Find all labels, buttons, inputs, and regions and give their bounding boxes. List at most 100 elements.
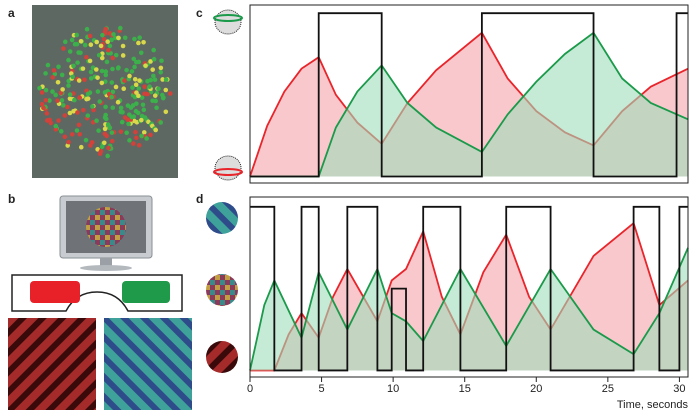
- dot: [124, 130, 129, 135]
- dot: [142, 108, 147, 113]
- dot: [86, 113, 91, 118]
- dot: [89, 42, 94, 47]
- dot: [56, 64, 61, 69]
- dot: [74, 33, 79, 38]
- dot: [108, 44, 113, 49]
- dot: [103, 69, 108, 74]
- dot: [163, 88, 168, 93]
- dot: [77, 78, 82, 83]
- dot: [52, 68, 57, 73]
- dot: [72, 98, 77, 103]
- dot: [60, 87, 65, 92]
- dot: [159, 58, 164, 63]
- dot: [136, 41, 141, 46]
- dot: [97, 99, 102, 104]
- dot: [79, 145, 84, 150]
- dot: [156, 86, 161, 91]
- dot: [133, 130, 138, 135]
- dot: [68, 111, 73, 116]
- dot: [45, 111, 50, 116]
- x-tick-label: 10: [387, 383, 399, 395]
- dot: [121, 44, 126, 49]
- dot: [116, 65, 121, 70]
- dot: [141, 103, 146, 108]
- dot: [50, 89, 55, 94]
- dot: [66, 58, 71, 63]
- dot: [110, 67, 115, 72]
- dot: [68, 96, 73, 101]
- dot: [75, 128, 80, 133]
- dot: [110, 56, 115, 61]
- dot: [59, 129, 64, 134]
- dot: [158, 120, 163, 125]
- dot: [96, 89, 101, 94]
- dot: [60, 73, 65, 78]
- dot: [65, 105, 70, 110]
- dot: [158, 70, 163, 75]
- dot: [84, 138, 89, 143]
- dot: [121, 53, 126, 58]
- dot: [96, 128, 101, 133]
- dot: [148, 133, 153, 138]
- dot: [105, 60, 110, 65]
- dot: [89, 76, 94, 81]
- dot: [118, 110, 123, 115]
- dot: [97, 53, 102, 58]
- monitor: [60, 196, 152, 271]
- x-axis-label: Time, seconds: [617, 399, 689, 411]
- dot: [77, 95, 82, 100]
- x-tick-label: 5: [319, 383, 325, 395]
- dot: [95, 75, 100, 80]
- red-grating: [8, 318, 96, 410]
- dot: [111, 32, 116, 37]
- dot: [142, 84, 147, 89]
- dot: [150, 67, 155, 72]
- dot: [137, 35, 142, 40]
- dot: [50, 75, 55, 80]
- dot: [110, 80, 115, 85]
- dot: [53, 93, 58, 98]
- dot: [44, 98, 49, 103]
- dot: [86, 96, 91, 101]
- dot: [133, 77, 138, 82]
- dot: [98, 151, 103, 156]
- dot: [145, 79, 150, 84]
- dot: [123, 115, 128, 120]
- anaglyph-glasses: [12, 275, 182, 311]
- teal-grating: [104, 318, 192, 410]
- dot: [100, 144, 105, 149]
- dot: [68, 49, 73, 54]
- dot: [105, 39, 110, 44]
- dot: [46, 63, 51, 68]
- dot: [79, 39, 84, 44]
- dot: [153, 93, 158, 98]
- dot: [168, 91, 173, 96]
- dot: [122, 78, 127, 83]
- dot: [126, 122, 131, 127]
- dot: [100, 33, 105, 38]
- dot: [147, 84, 152, 89]
- dot: [139, 134, 144, 139]
- dot: [136, 94, 141, 99]
- dot: [77, 132, 82, 137]
- dot: [44, 88, 49, 93]
- icons: [206, 10, 242, 373]
- dot: [103, 132, 108, 137]
- dot: [70, 132, 75, 137]
- dot: [110, 139, 115, 144]
- dot: [106, 122, 111, 127]
- dot: [99, 44, 104, 49]
- dot: [134, 135, 139, 140]
- dot: [88, 59, 93, 64]
- dot: [119, 106, 124, 111]
- dot: [153, 128, 158, 133]
- dot: [152, 57, 157, 62]
- dot: [81, 66, 86, 71]
- dot: [103, 115, 108, 120]
- dot: [134, 60, 139, 65]
- dot: [88, 34, 93, 39]
- dot: [94, 67, 99, 72]
- dot: [84, 55, 89, 60]
- dot: [120, 120, 125, 125]
- dot: [132, 37, 137, 42]
